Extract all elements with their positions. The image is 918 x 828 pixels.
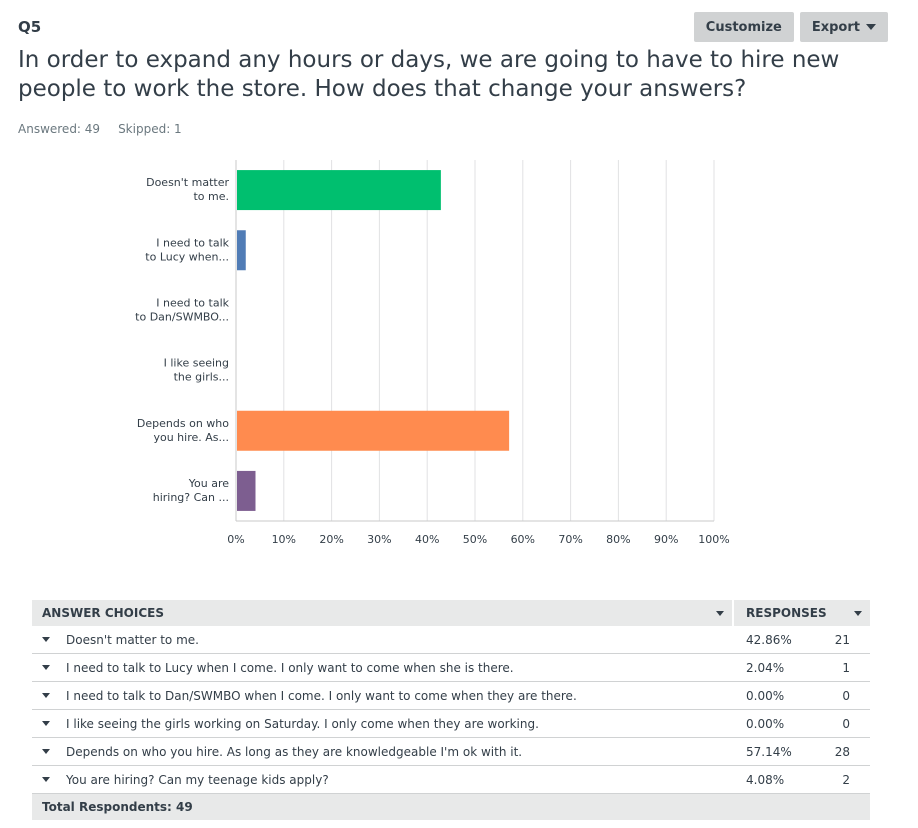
question-title: In order to expand any hours or days, we… — [18, 47, 840, 102]
count-cell: 2 — [842, 772, 850, 787]
count-cell: 21 — [834, 632, 850, 647]
count-cell: 0 — [842, 688, 850, 703]
chart-bars — [237, 170, 510, 511]
category-label: I need to talk to Dan/SWMBO... — [135, 296, 229, 323]
choice-text: I like seeing the girls working on Satur… — [66, 716, 539, 731]
tick-label: 80% — [606, 533, 630, 546]
responses-header-label: RESPONSES — [746, 606, 827, 620]
responses-table: ANSWER CHOICES RESPONSES Doesn't matter … — [32, 600, 870, 820]
chart-grid — [235, 160, 715, 522]
bar[interactable] — [237, 410, 510, 451]
expand-caret-icon[interactable] — [42, 693, 50, 698]
tick-label: 90% — [654, 533, 678, 546]
choice-cell: You are hiring? Can my teenage kids appl… — [32, 773, 734, 787]
category-label: Depends on who you hire. As... — [137, 417, 229, 444]
choice-cell: Depends on who you hire. As long as they… — [32, 745, 734, 759]
choice-cell: I need to talk to Dan/SWMBO when I come.… — [32, 689, 734, 703]
bar[interactable] — [237, 470, 256, 511]
bar-chart: Doesn't matter to me. I need to talk to Luc… — [135, 160, 730, 546]
chart-category-labels: Doesn't matter to me. I need to talk to Luc… — [135, 176, 229, 504]
table-body: Doesn't matter to me. 42.86% 21 I need t… — [32, 626, 870, 794]
choice-text: You are hiring? Can my teenage kids appl… — [66, 772, 329, 787]
percent-cell: 57.14% — [746, 744, 792, 759]
table-row: I need to talk to Lucy when I come. I on… — [32, 654, 870, 682]
choice-text: Depends on who you hire. As long as they… — [66, 744, 523, 759]
tick-label: 20% — [319, 533, 343, 546]
bar[interactable] — [237, 230, 246, 271]
response-stats: Answered: 49 Skipped: 1 — [18, 122, 182, 136]
total-respondents: Total Respondents: 49 — [32, 794, 870, 820]
choice-cell: I need to talk to Lucy when I come. I on… — [32, 661, 734, 675]
category-label: You are hiring? Can ... — [153, 477, 230, 504]
answered-count: Answered: 49 — [18, 122, 101, 136]
sort-caret-icon — [854, 610, 862, 616]
customize-label: Customize — [705, 19, 782, 35]
count-cell: 0 — [842, 716, 850, 731]
tick-label: 50% — [463, 533, 487, 546]
choice-cell: I like seeing the girls working on Satur… — [32, 717, 734, 731]
export-button[interactable]: Export — [799, 12, 888, 42]
percent-cell: 4.08% — [746, 772, 785, 787]
tick-label: 0% — [227, 533, 244, 546]
count-cell: 1 — [842, 660, 850, 675]
expand-caret-icon[interactable] — [42, 637, 50, 642]
expand-caret-icon[interactable] — [42, 721, 50, 726]
table-row: Doesn't matter to me. 42.86% 21 — [32, 626, 870, 654]
table-header: ANSWER CHOICES RESPONSES — [32, 600, 870, 626]
tick-label: 30% — [367, 533, 391, 546]
chart-tick-labels: 0% 10% 20% 30% 40% 50% 60% 70% 80% 90% 100% — [227, 533, 729, 546]
question-number: Q5 — [18, 18, 42, 36]
choice-text: Doesn't matter to me. — [66, 632, 199, 647]
percent-cell: 2.04% — [746, 660, 785, 675]
chevron-down-icon — [866, 24, 876, 30]
customize-button[interactable]: Customize — [693, 12, 794, 42]
percent-cell: 42.86% — [746, 632, 792, 647]
choice-text: I need to talk to Dan/SWMBO when I come.… — [66, 688, 577, 703]
category-label: Doesn't matter to me. — [146, 176, 229, 203]
percent-cell: 0.00% — [746, 716, 785, 731]
table-row: I like seeing the girls working on Satur… — [32, 710, 870, 738]
responses-header[interactable]: RESPONSES — [734, 600, 870, 626]
tick-label: 40% — [415, 533, 439, 546]
tick-label: 100% — [698, 533, 729, 546]
count-cell: 28 — [834, 744, 850, 759]
sort-caret-icon — [716, 610, 724, 616]
bar[interactable] — [237, 170, 441, 211]
answer-choices-header[interactable]: ANSWER CHOICES — [32, 600, 734, 626]
category-label: I need to talk to Lucy when... — [145, 236, 229, 263]
export-label: Export — [811, 19, 860, 35]
skipped-count: Skipped: 1 — [118, 122, 182, 136]
table-row: I need to talk to Dan/SWMBO when I come.… — [32, 682, 870, 710]
tick-label: 10% — [272, 533, 296, 546]
percent-cell: 0.00% — [746, 688, 785, 703]
table-row: Depends on who you hire. As long as they… — [32, 738, 870, 766]
toolbar: Customize Export — [693, 12, 888, 42]
tick-label: 60% — [511, 533, 535, 546]
table-row: You are hiring? Can my teenage kids appl… — [32, 766, 870, 794]
expand-caret-icon[interactable] — [42, 749, 50, 754]
answer-choices-header-label: ANSWER CHOICES — [42, 606, 164, 620]
expand-caret-icon[interactable] — [42, 777, 50, 782]
category-label: I like seeing the girls... — [164, 357, 229, 384]
choice-text: I need to talk to Lucy when I come. I on… — [66, 660, 514, 675]
tick-label: 70% — [558, 533, 582, 546]
choice-cell: Doesn't matter to me. — [32, 633, 734, 647]
expand-caret-icon[interactable] — [42, 665, 50, 670]
